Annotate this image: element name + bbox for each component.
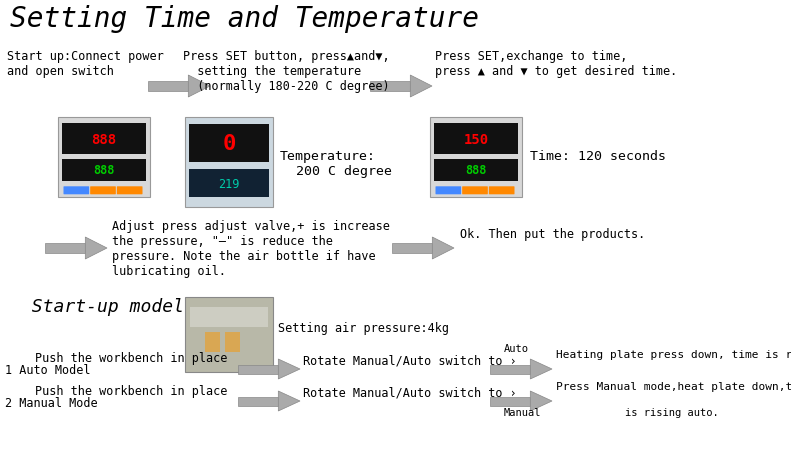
Text: Setting Time and Temperature: Setting Time and Temperature: [10, 5, 479, 33]
Bar: [434, 159, 518, 181]
Bar: [190, 307, 268, 327]
Text: 888: 888: [465, 164, 486, 177]
Text: Press Manual mode,heat plate down,time: Press Manual mode,heat plate down,time: [556, 381, 791, 391]
Bar: [62, 159, 146, 181]
Text: Rotate Manual/Auto switch to ›: Rotate Manual/Auto switch to ›: [303, 354, 517, 367]
Text: Auto: Auto: [504, 343, 529, 353]
Text: 888: 888: [93, 164, 115, 177]
Bar: [434, 124, 518, 155]
Polygon shape: [85, 238, 107, 259]
Text: Temperature:
  200 C degree: Temperature: 200 C degree: [280, 150, 392, 178]
FancyBboxPatch shape: [90, 187, 115, 195]
Polygon shape: [278, 391, 300, 411]
Bar: [148, 82, 188, 92]
Polygon shape: [530, 359, 552, 379]
Polygon shape: [433, 238, 454, 259]
Text: Start up:Connect power
and open switch: Start up:Connect power and open switch: [7, 50, 164, 78]
Bar: [205, 332, 220, 352]
Bar: [185, 118, 273, 207]
Bar: [45, 244, 85, 253]
Text: 2 Manual Mode: 2 Manual Mode: [5, 396, 97, 409]
Text: 1 Auto Model: 1 Auto Model: [5, 363, 90, 376]
Text: Ok. Then put the products.: Ok. Then put the products.: [460, 227, 645, 240]
Bar: [185, 297, 273, 372]
Text: 219: 219: [218, 177, 240, 190]
Text: Press SET,exchange to time,
press ▲ and ▼ to get desired time.: Press SET,exchange to time, press ▲ and …: [435, 50, 677, 78]
Text: 888: 888: [92, 132, 116, 146]
Polygon shape: [188, 76, 210, 98]
Bar: [490, 397, 530, 406]
Text: Manual: Manual: [504, 407, 542, 417]
FancyBboxPatch shape: [117, 187, 142, 195]
Bar: [189, 125, 269, 163]
Polygon shape: [278, 359, 300, 379]
Bar: [370, 82, 411, 92]
Polygon shape: [530, 391, 552, 411]
Text: is rising auto.: is rising auto.: [625, 407, 719, 417]
Text: Rotate Manual/Auto switch to ›: Rotate Manual/Auto switch to ›: [303, 386, 517, 399]
Bar: [225, 332, 240, 352]
Bar: [392, 244, 433, 253]
Bar: [490, 365, 530, 374]
Bar: [189, 169, 269, 198]
Text: Push the workbench in place: Push the workbench in place: [35, 384, 227, 397]
Text: Start-up model: Start-up model: [10, 297, 184, 315]
FancyBboxPatch shape: [462, 187, 488, 195]
Text: Setting air pressure:4kg: Setting air pressure:4kg: [278, 321, 449, 334]
FancyBboxPatch shape: [436, 187, 461, 195]
Text: Push the workbench in place: Push the workbench in place: [35, 351, 227, 364]
FancyBboxPatch shape: [63, 187, 89, 195]
Text: 150: 150: [464, 132, 489, 146]
Bar: [238, 365, 278, 374]
Text: Adjust press adjust valve,+ is increase
the pressure, "–" is reduce the
pressure: Adjust press adjust valve,+ is increase …: [112, 219, 390, 277]
FancyBboxPatch shape: [489, 187, 514, 195]
Bar: [58, 118, 150, 198]
Text: Heating plate press down, time is rising: Heating plate press down, time is rising: [556, 349, 791, 359]
Polygon shape: [411, 76, 432, 98]
Text: Press SET button, press▲and▼,
  setting the temperature
  (normally 180-220 C de: Press SET button, press▲and▼, setting th…: [183, 50, 390, 93]
Bar: [62, 124, 146, 155]
Text: 0: 0: [222, 134, 236, 154]
Bar: [238, 397, 278, 406]
Text: Time: 120 seconds: Time: 120 seconds: [530, 150, 666, 163]
Bar: [430, 118, 522, 198]
